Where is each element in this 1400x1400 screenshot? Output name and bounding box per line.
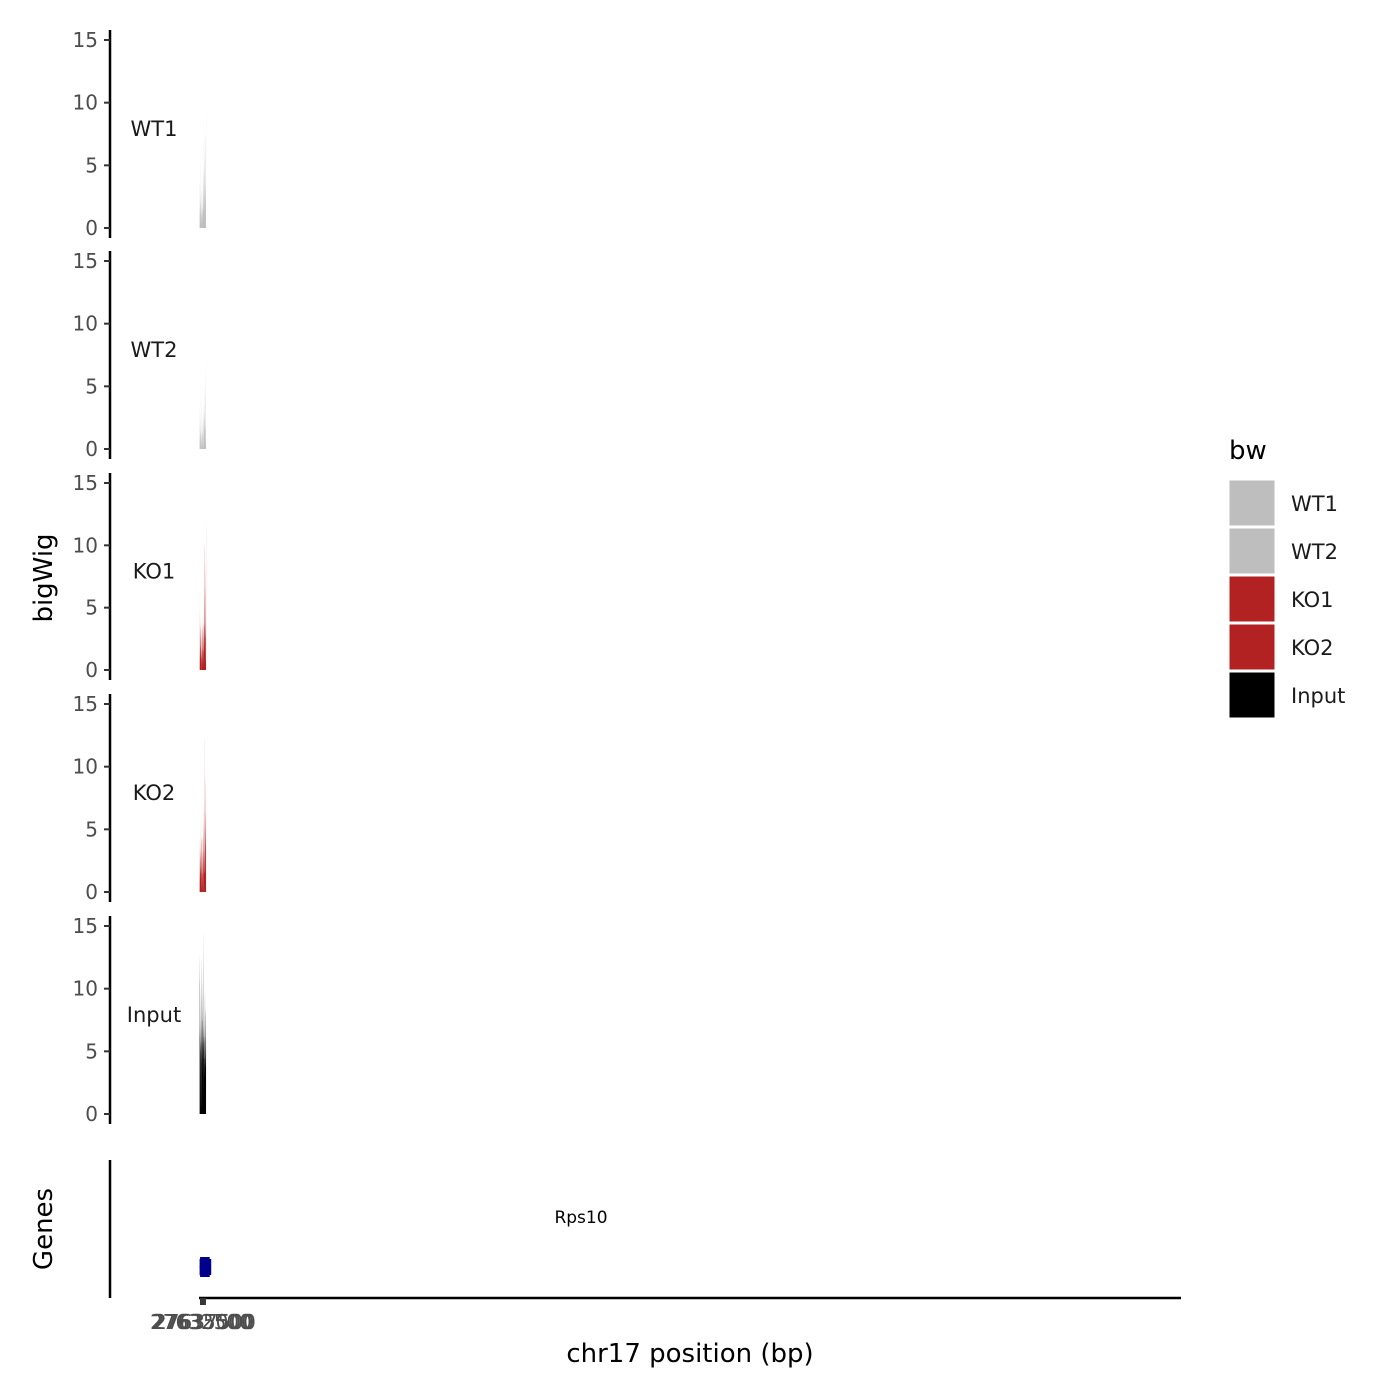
track-label-wt1: WT1 [131,117,178,141]
legend-key-input [1228,671,1276,719]
area-wt1 [199,110,207,228]
y-tick-label: 15 [73,914,98,938]
x-tick-label: 27632500 [150,1310,252,1334]
y-tick-label: 5 [85,596,98,620]
signal-tracks: 0 5 10 15 WT1 0 5 10 15 WT2 0 5 10 15 KO1 0 5 10 15 KO2 0 5 10… [73,28,207,1126]
y-tick-label: 0 [85,658,98,682]
x-tick-label: 27635000 [152,1310,254,1334]
legend-label-wt2: WT2 [1291,540,1338,564]
y-tick-label: 0 [85,216,98,240]
y-tick-label: 5 [85,1039,98,1063]
y-tick-label: 15 [73,249,98,273]
legend-key-ko1 [1228,575,1276,623]
y-tick-label: 10 [73,755,98,779]
legend: bw WT1 WT2 KO1 KO2 Input [1228,436,1345,719]
y-axis-title-bigwig: bigWig [29,533,59,622]
track-input: 0 5 10 15 Input [73,914,207,1126]
y-tick-label: 15 [73,692,98,716]
y-tick-label: 10 [73,977,98,1001]
track-ko1: 0 5 10 15 KO1 [73,471,207,682]
legend-key-ko2 [1228,623,1276,671]
gene-rps10: Rps10 [199,1208,608,1277]
legend-label-ko2: KO2 [1291,636,1334,660]
y-tick-label: 5 [85,374,98,398]
track-label-wt2: WT2 [131,338,178,362]
area-ko2 [199,734,207,892]
x-axis-title: chr17 position (bp) [566,1339,813,1369]
y-tick-label: 0 [85,1102,98,1126]
y-tick-label: 10 [73,533,98,557]
track-label-ko1: KO1 [133,560,176,584]
legend-title: bw [1229,436,1267,466]
track-wt2: 0 5 10 15 WT2 [73,249,207,461]
y-tick-label: 15 [73,28,98,52]
y-tick-label: 0 [85,880,98,904]
area-input [199,928,207,1114]
gene-track: Rps10 [108,1160,608,1298]
track-label-input: Input [127,1003,181,1027]
area-wt2 [199,356,207,449]
legend-key-wt2 [1228,527,1276,575]
y-tick-label: 10 [73,91,98,115]
exon [204,1259,212,1275]
x-tick-label: 27637500 [154,1310,256,1334]
legend-key-wt1 [1228,479,1276,527]
gene-label: Rps10 [554,1208,607,1228]
y-tick-label: 15 [73,471,98,495]
y-axis-title-genes: Genes [29,1188,59,1270]
y-tick-label: 5 [85,153,98,177]
track-ko2: 0 5 10 15 KO2 [73,692,207,904]
y-tick-label: 10 [73,312,98,336]
track-label-ko2: KO2 [133,781,176,805]
legend-label-wt1: WT1 [1291,492,1338,516]
legend-label-ko1: KO1 [1291,588,1334,612]
y-tick-label: 0 [85,437,98,461]
track-wt1: 0 5 10 15 WT1 [73,28,207,240]
area-ko1 [199,520,207,670]
y-tick-label: 5 [85,817,98,841]
legend-label-input: Input [1291,684,1345,708]
